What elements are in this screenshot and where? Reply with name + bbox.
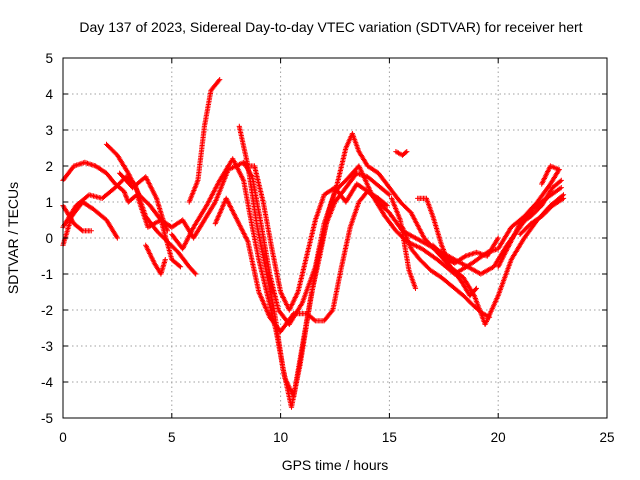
y-tick-label: 2 bbox=[45, 159, 53, 174]
series-track-12 bbox=[143, 242, 168, 277]
series-track-16 bbox=[399, 224, 493, 320]
y-tick-label: -3 bbox=[41, 339, 53, 354]
series-track-3 bbox=[186, 77, 223, 205]
y-tick-label: -4 bbox=[41, 375, 53, 390]
y-tick-label: 3 bbox=[45, 123, 53, 138]
x-tick-label: 20 bbox=[491, 430, 506, 445]
series-track-19 bbox=[517, 195, 567, 237]
series-track-17 bbox=[430, 235, 501, 266]
x-tick-label: 25 bbox=[599, 430, 614, 445]
series-track-6 bbox=[236, 123, 392, 410]
series-track-11 bbox=[117, 170, 170, 234]
x-tick-label: 15 bbox=[382, 430, 397, 445]
y-tick-label: 0 bbox=[45, 231, 53, 246]
series-track-7 bbox=[212, 188, 390, 335]
x-tick-label: 0 bbox=[59, 430, 67, 445]
series-track-18 bbox=[495, 177, 564, 270]
data-points bbox=[60, 77, 567, 410]
y-tick-label: -1 bbox=[41, 267, 53, 282]
y-tick-label: 1 bbox=[45, 195, 53, 210]
y-tick-label: 5 bbox=[45, 51, 53, 66]
y-axis-label: SDTVAR / TECUs bbox=[5, 182, 21, 294]
grid bbox=[63, 58, 607, 418]
series-track-13 bbox=[393, 149, 410, 158]
x-axis-label: GPS time / hours bbox=[282, 457, 389, 473]
series-track-8 bbox=[60, 199, 120, 248]
series-track-20 bbox=[539, 163, 562, 187]
x-tick-label: 10 bbox=[273, 430, 288, 445]
series-track-14 bbox=[389, 195, 419, 291]
chart-title: Day 137 of 2023, Sidereal Day-to-day VTE… bbox=[79, 19, 582, 35]
y-tick-label: 4 bbox=[45, 87, 53, 102]
y-tick-label: -5 bbox=[41, 411, 53, 426]
x-tick-label: 5 bbox=[168, 430, 176, 445]
y-tick-label: -2 bbox=[41, 303, 53, 318]
